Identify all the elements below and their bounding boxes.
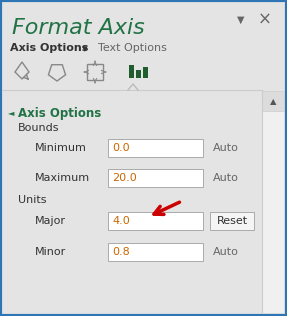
Bar [262, 91, 284, 111]
Text: Minor: Minor [35, 247, 66, 257]
Text: Auto: Auto [213, 143, 239, 153]
FancyBboxPatch shape [108, 139, 203, 157]
Bar [143, 67, 148, 78]
FancyBboxPatch shape [108, 169, 203, 187]
Text: 4.0: 4.0 [112, 216, 130, 226]
Bar [262, 91, 284, 313]
Text: Units: Units [18, 195, 46, 205]
Text: ▾: ▾ [82, 44, 88, 54]
FancyBboxPatch shape [108, 212, 203, 230]
Text: Axis Options: Axis Options [18, 106, 101, 119]
Text: ◄: ◄ [8, 108, 15, 118]
Bar [129, 65, 134, 78]
Text: Minimum: Minimum [35, 143, 87, 153]
Text: Reset: Reset [216, 216, 248, 226]
Text: ▼: ▼ [237, 15, 245, 25]
Bar [87, 64, 103, 80]
Bar [3, 91, 261, 313]
Text: ×: × [258, 11, 272, 29]
FancyBboxPatch shape [210, 212, 254, 230]
Text: Auto: Auto [213, 173, 239, 183]
Text: Bounds: Bounds [18, 123, 59, 133]
Text: Auto: Auto [213, 247, 239, 257]
FancyBboxPatch shape [108, 243, 203, 261]
Text: 20.0: 20.0 [112, 173, 137, 183]
Bar [136, 70, 141, 78]
Text: Axis Options: Axis Options [10, 43, 88, 53]
Text: Format Axis: Format Axis [12, 18, 145, 38]
Text: Text Options: Text Options [98, 43, 167, 53]
Text: Maximum: Maximum [35, 173, 90, 183]
Text: 0.8: 0.8 [112, 247, 130, 257]
Text: 0.0: 0.0 [112, 143, 130, 153]
Text: Major: Major [35, 216, 66, 226]
Text: ▲: ▲ [270, 98, 276, 106]
